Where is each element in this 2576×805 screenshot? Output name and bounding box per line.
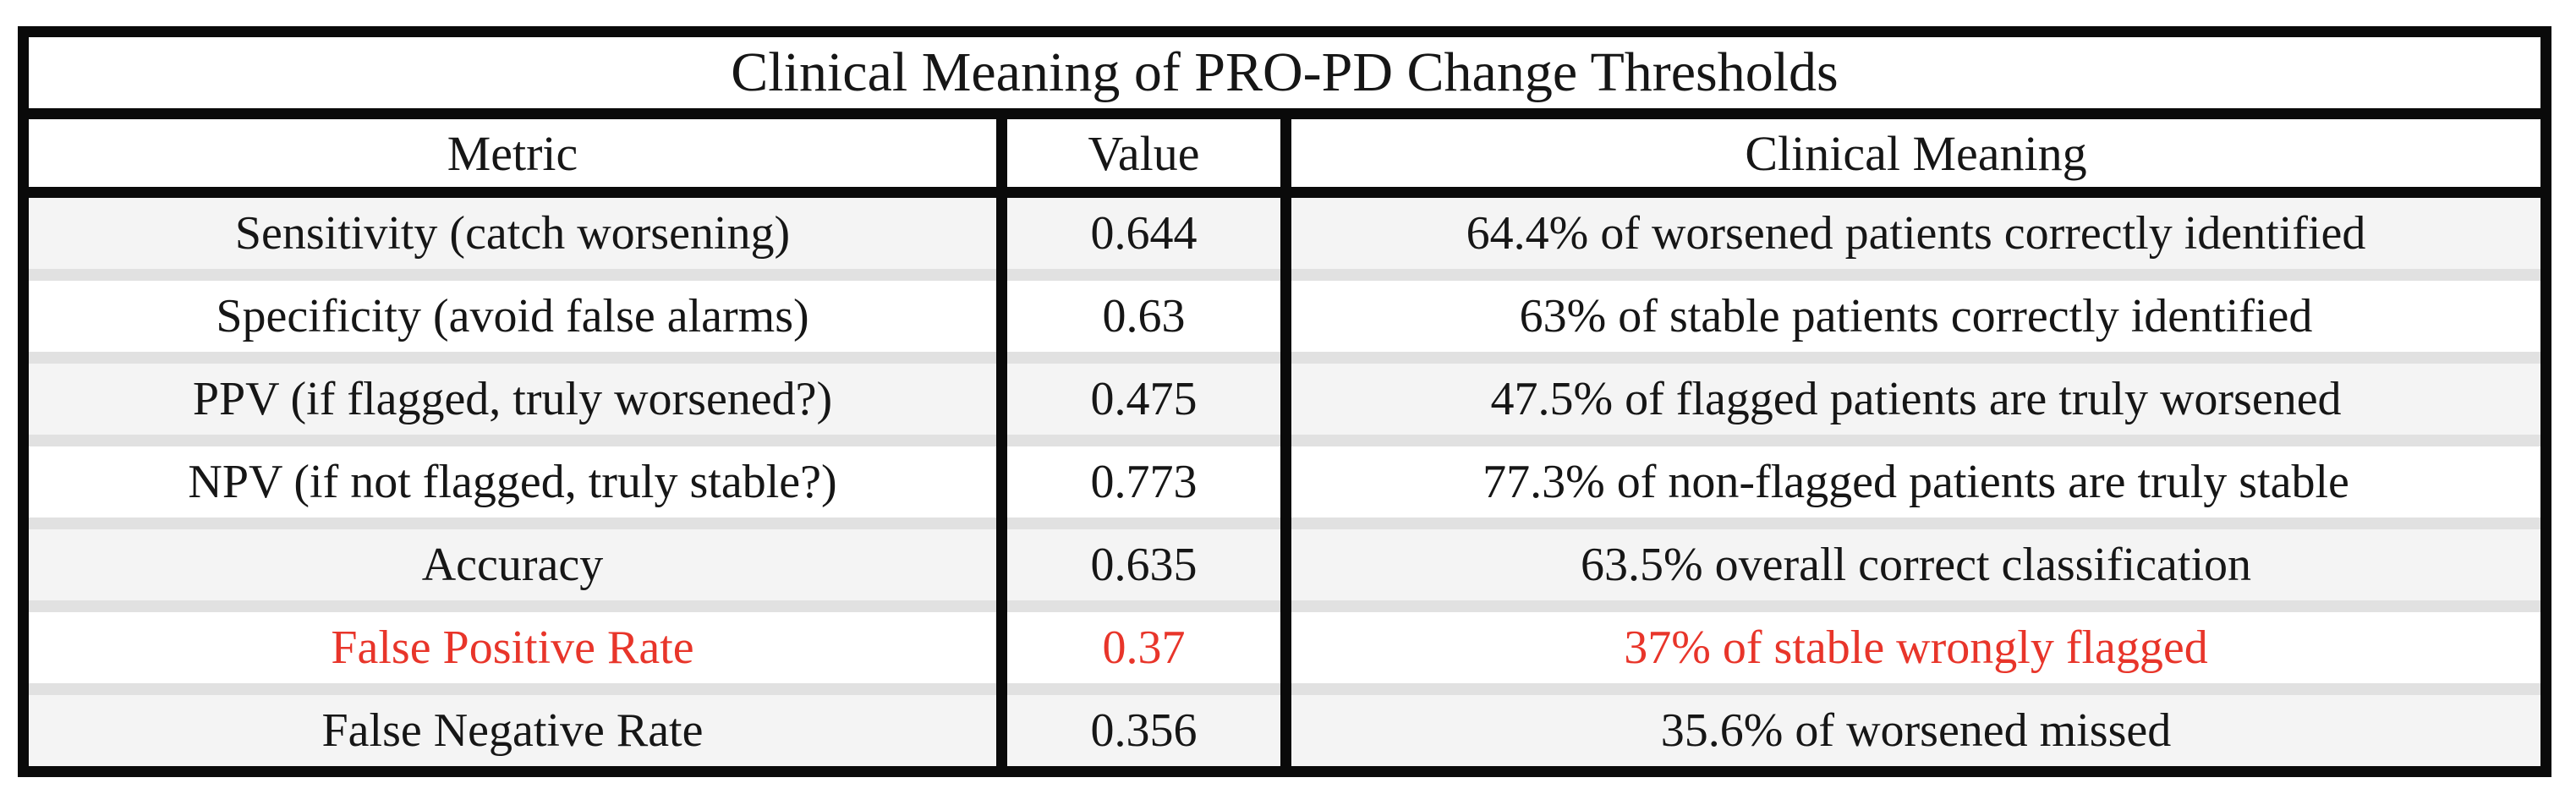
- metric-cell: Specificity (avoid false alarms): [29, 281, 996, 352]
- column-header-metric: Metric: [29, 119, 996, 187]
- value-cell: 0.37: [1007, 612, 1280, 683]
- column-header-meaning: Clinical Meaning: [1291, 119, 2540, 187]
- row-separator: [29, 352, 2540, 364]
- metric-cell: Sensitivity (catch worsening): [29, 198, 996, 269]
- metric-cell: False Positive Rate: [29, 612, 996, 683]
- table-title: Clinical Meaning of PRO-PD Change Thresh…: [29, 37, 2540, 108]
- value-cell: 0.773: [1007, 446, 1280, 518]
- meaning-cell: 77.3% of non-flagged patients are truly …: [1291, 446, 2540, 518]
- column-header-value: Value: [1007, 119, 1280, 187]
- metric-cell: False Negative Rate: [29, 695, 996, 766]
- table-row: Accuracy 0.635 63.5% overall correct cla…: [29, 529, 2540, 600]
- metric-cell: NPV (if not flagged, truly stable?): [29, 446, 996, 518]
- value-cell: 0.63: [1007, 281, 1280, 352]
- table-row: NPV (if not flagged, truly stable?) 0.77…: [29, 446, 2540, 518]
- row-separator: [29, 683, 2540, 695]
- rule-below-header: [29, 187, 2540, 198]
- value-cell: 0.356: [1007, 695, 1280, 766]
- row-separator: [29, 435, 2540, 446]
- value-cell: 0.475: [1007, 364, 1280, 435]
- clinical-meaning-table: Clinical Meaning of PRO-PD Change Thresh…: [18, 26, 2551, 777]
- meaning-cell: 64.4% of worsened patients correctly ide…: [1291, 198, 2540, 269]
- meaning-cell: 63.5% overall correct classification: [1291, 529, 2540, 600]
- table-row: Sensitivity (catch worsening) 0.644 64.4…: [29, 198, 2540, 269]
- table-row: PPV (if flagged, truly worsened?) 0.475 …: [29, 364, 2540, 435]
- meaning-cell: 37% of stable wrongly flagged: [1291, 612, 2540, 683]
- value-cell: 0.635: [1007, 529, 1280, 600]
- row-separator: [29, 518, 2540, 529]
- metric-cell: PPV (if flagged, truly worsened?): [29, 364, 996, 435]
- meaning-cell: 63% of stable patients correctly identif…: [1291, 281, 2540, 352]
- row-separator: [29, 269, 2540, 281]
- table-row: Specificity (avoid false alarms) 0.63 63…: [29, 281, 2540, 352]
- value-cell: 0.644: [1007, 198, 1280, 269]
- table-row: False Positive Rate 0.37 37% of stable w…: [29, 612, 2540, 683]
- meaning-cell: 35.6% of worsened missed: [1291, 695, 2540, 766]
- table-body: Sensitivity (catch worsening) 0.644 64.4…: [29, 198, 2540, 766]
- meaning-cell: 47.5% of flagged patients are truly wors…: [1291, 364, 2540, 435]
- row-separator: [29, 600, 2540, 612]
- table-header-row: Metric Value Clinical Meaning: [29, 119, 2540, 187]
- rule-below-title: [29, 108, 2540, 119]
- table-row: False Negative Rate 0.356 35.6% of worse…: [29, 695, 2540, 766]
- metric-cell: Accuracy: [29, 529, 996, 600]
